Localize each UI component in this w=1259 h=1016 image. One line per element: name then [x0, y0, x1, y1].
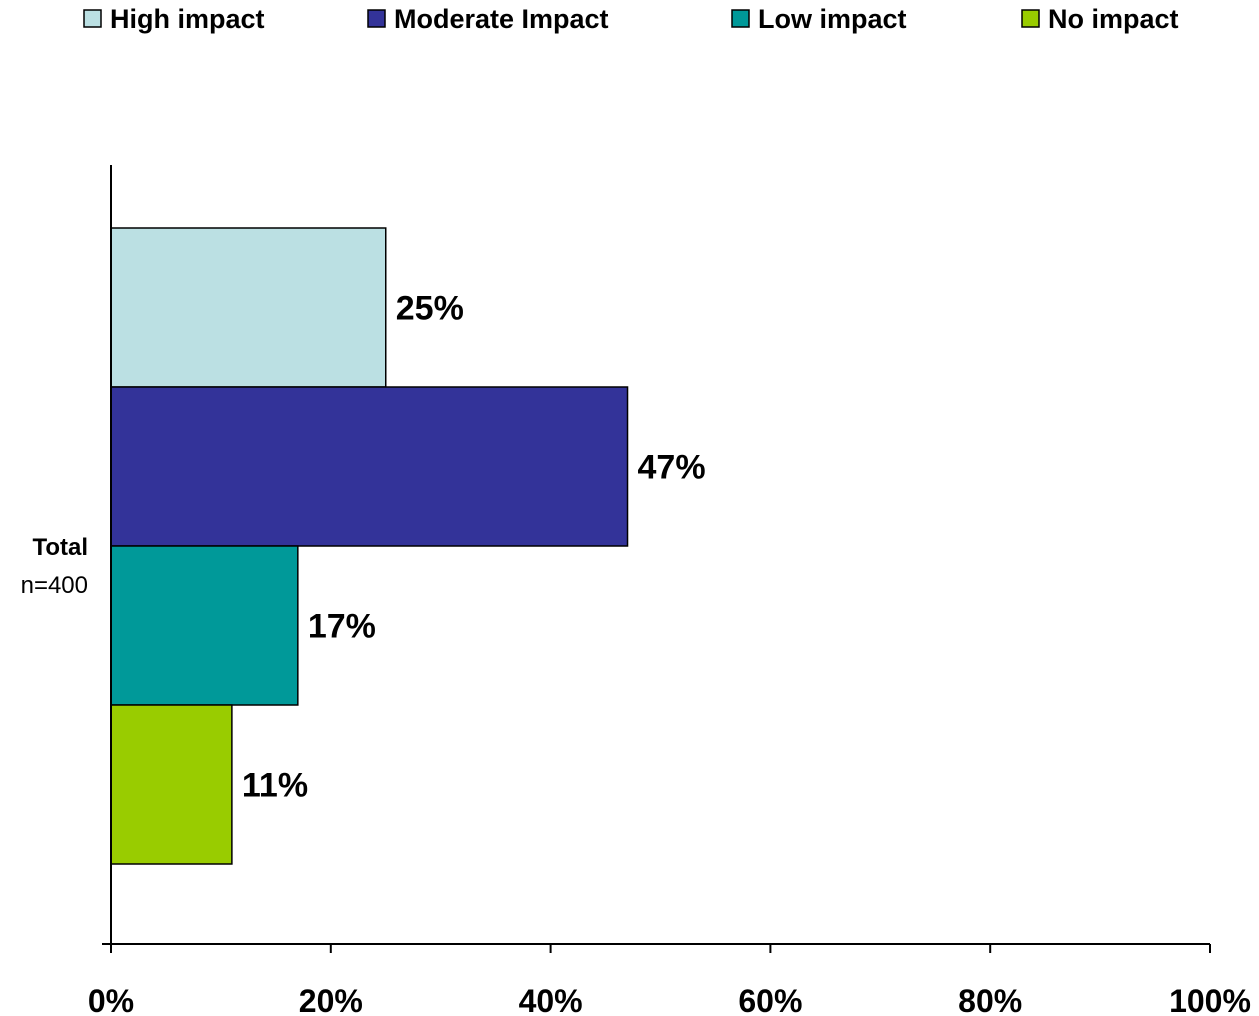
x-tick-label: 60% — [738, 983, 802, 1016]
legend-swatch-moderate-impact — [367, 9, 386, 28]
data-labels: 25% 47% 17% 11% — [242, 290, 706, 805]
bar-no-impact — [110, 704, 233, 865]
x-tick-label: 80% — [958, 983, 1022, 1016]
category-labels: Total n=400 — [21, 534, 88, 599]
legend-label-moderate-impact: Moderate Impact — [394, 4, 609, 34]
axes — [102, 165, 1210, 945]
x-tick-label: 40% — [519, 983, 583, 1016]
x-ticks: 0% 20% 40% 60% 80% 100% — [88, 944, 1251, 1016]
x-tick-label: 100% — [1169, 983, 1251, 1016]
data-label-high-impact: 25% — [396, 290, 464, 328]
category-label-total: Total — [32, 534, 88, 561]
legend-swatch-low-impact — [731, 9, 750, 28]
x-tick-label: 0% — [88, 983, 134, 1016]
data-label-low-impact: 17% — [308, 608, 376, 646]
legend-label-no-impact: No impact — [1048, 4, 1179, 34]
legend: High impact Moderate Impact Low impact No i… — [83, 4, 1179, 34]
legend-label-low-impact: Low impact — [758, 4, 907, 34]
data-label-moderate-impact: 47% — [638, 449, 706, 487]
bar-moderate-impact — [110, 386, 629, 547]
x-tick-label: 20% — [299, 983, 363, 1016]
legend-label-high-impact: High impact — [110, 4, 265, 34]
legend-swatch-high-impact — [83, 9, 102, 28]
legend-swatch-no-impact — [1021, 9, 1040, 28]
bars — [110, 227, 629, 865]
category-sublabel: n=400 — [21, 572, 88, 599]
bar-low-impact — [110, 545, 299, 706]
data-label-no-impact: 11% — [242, 767, 308, 805]
bar-high-impact — [110, 227, 387, 388]
